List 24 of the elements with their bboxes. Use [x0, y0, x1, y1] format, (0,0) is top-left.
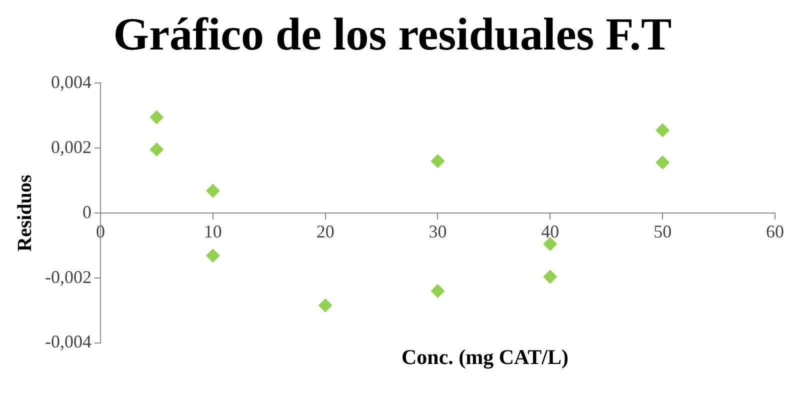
- x-tick-label: 50: [654, 222, 672, 242]
- x-tick-label: 10: [204, 222, 222, 242]
- y-axis-title: Residuos: [14, 174, 36, 252]
- x-tick-label: 40: [541, 222, 560, 242]
- y-tick-label: 0,002: [50, 136, 92, 157]
- point: [150, 110, 164, 124]
- point: [430, 284, 445, 298]
- y-tick-label: 0: [82, 202, 92, 222]
- point: [318, 298, 332, 312]
- point: [206, 248, 220, 263]
- x-axis-title: Conc. (mg CAT/L): [400, 345, 570, 370]
- point: [206, 184, 220, 198]
- x-tick-label: 30: [428, 222, 447, 242]
- point: [656, 155, 670, 170]
- y-tick-label: -0,004: [44, 332, 92, 352]
- y-tick-label: -0,002: [44, 266, 92, 287]
- x-tick-label: 60: [766, 222, 784, 242]
- chart-title: Gráfico de los residuales F.T: [113, 8, 672, 60]
- point: [543, 270, 558, 284]
- point: [656, 123, 670, 138]
- x-tick-label: 20: [316, 222, 334, 242]
- y-tick-label: 0,004: [50, 72, 92, 92]
- point: [430, 154, 445, 168]
- point: [150, 142, 164, 156]
